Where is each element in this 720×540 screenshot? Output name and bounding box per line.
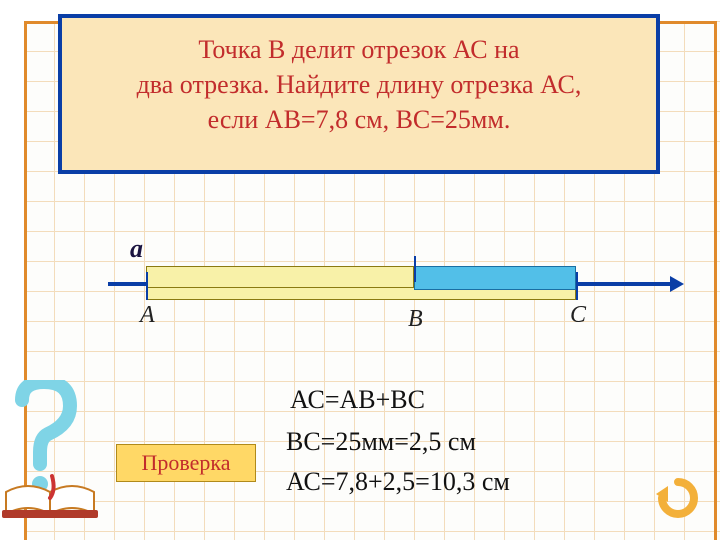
tick-a xyxy=(146,272,148,300)
segment-diagram: а А В С xyxy=(118,240,618,340)
point-label-c: С xyxy=(570,302,586,329)
problem-line-2: два отрезка. Найдите длину отрезка АС, xyxy=(72,67,646,102)
tick-c xyxy=(576,272,578,300)
line-arrow-right xyxy=(670,276,684,292)
problem-line-1: Точка В делит отрезок АС на xyxy=(72,32,646,67)
problem-line-3: если АВ=7,8 см, ВС=25мм. xyxy=(72,102,646,137)
check-button[interactable]: Проверка xyxy=(116,444,256,482)
segment-bc xyxy=(414,266,576,290)
tick-b xyxy=(414,256,416,282)
point-label-b: В xyxy=(408,306,423,333)
help-book-icon[interactable] xyxy=(0,380,100,520)
solution-line-1: АС=АВ+ВС xyxy=(290,385,425,415)
point-label-a: А xyxy=(140,302,155,329)
problem-card: Точка В делит отрезок АС на два отрезка.… xyxy=(58,14,660,174)
segment-ab xyxy=(146,266,414,288)
solution-line-3: АС=7,8+2,5=10,3 см xyxy=(286,467,510,497)
line-label-a: а xyxy=(130,234,143,264)
return-arrow-icon[interactable] xyxy=(654,478,702,518)
frame-right xyxy=(714,21,717,540)
solution-line-2: ВС=25мм=2,5 см xyxy=(286,427,476,457)
